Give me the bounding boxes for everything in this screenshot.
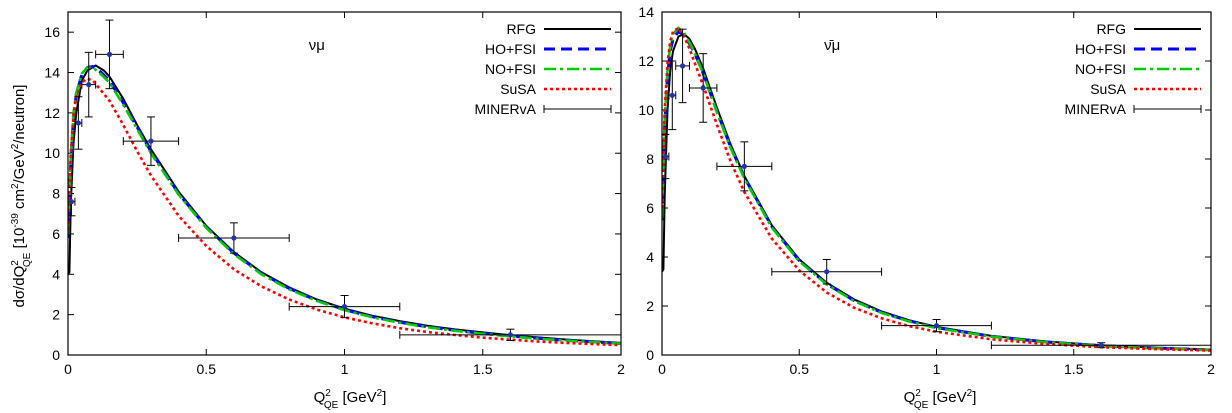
y-tick-label: 4: [646, 249, 654, 265]
y-tick-label: 2: [52, 307, 60, 323]
x-tick-label: 1.5: [473, 361, 493, 377]
data-point: [75, 120, 81, 126]
x-tick-label: 1: [341, 361, 349, 377]
series-line-susa: [68, 77, 621, 347]
y-axis-label: dσ/dQ2QE [10-39 cm2/GeV2/neutron]: [10, 85, 33, 308]
legend-label: NO+FSI: [1075, 61, 1126, 77]
x-tick-label: 0.5: [197, 361, 217, 377]
legend-label: HO+FSI: [1075, 41, 1126, 57]
y-tick-label: 6: [52, 226, 60, 242]
legend-label: RFG: [1096, 21, 1126, 37]
plot-annotation: νμ: [309, 37, 325, 54]
data-point: [741, 163, 747, 169]
y-tick-label: 10: [44, 145, 60, 161]
x-tick-label: 2: [617, 361, 625, 377]
x-tick-label: 0: [64, 361, 72, 377]
plot-annotation: ν̄μ: [824, 37, 840, 54]
data-point: [679, 63, 686, 69]
data-point: [68, 199, 75, 205]
data-point: [1098, 342, 1104, 348]
data-point: [341, 303, 348, 310]
x-tick-label: 1: [933, 361, 941, 377]
legend-label: SuSA: [1090, 81, 1126, 97]
series-line-ho-fsi: [68, 65, 621, 345]
legend-label: MINERvA: [475, 101, 537, 117]
data-point: [933, 323, 940, 329]
x-tick-label: 2: [1207, 361, 1215, 377]
series-line-no-fsi: [68, 66, 621, 345]
x-axis-label-left: Q2 QE [GeV2]: [314, 388, 387, 411]
legend-label: RFG: [506, 21, 536, 37]
y-tick-label: 10: [638, 102, 654, 118]
x-axis-label-right: Q2 QE [GeV2]: [904, 388, 977, 411]
y-tick-label: 14: [44, 65, 60, 81]
y-tick-label: 6: [646, 200, 654, 216]
data-point: [700, 85, 706, 91]
legend-label: HO+FSI: [485, 41, 536, 57]
y-tick-label: 8: [646, 151, 654, 167]
series-line-susa: [662, 26, 1211, 352]
chart-panel-numubar: 0 0.5 1 1.5 2 0 2 4 6 8 10 12 14 ν̄μ RFG HO+FSI NO+FSI Su…: [638, 4, 1215, 377]
data-point: [231, 235, 237, 241]
x-tick-label: 0: [658, 361, 666, 377]
data-point: [824, 269, 830, 275]
y-tick-label: 8: [52, 186, 60, 202]
chart-panel-numu: 0 0.5 1 1.5 2 0 2 4 6 8 10 12 14 16 νμ RFG HO+FSI NO+FSI S…: [44, 11, 625, 377]
plot-frame: [67, 11, 622, 356]
y-tick-label: 12: [638, 53, 654, 69]
y-tick-label: 14: [638, 4, 654, 20]
y-tick-label: 12: [44, 105, 60, 121]
x-tick-label: 1.5: [1064, 361, 1084, 377]
legend-label: SuSA: [500, 81, 536, 97]
data-point: [148, 138, 154, 144]
data-point: [669, 92, 675, 98]
y-tick-label: 2: [646, 298, 654, 314]
data-point: [86, 82, 92, 88]
y-tick-label: 0: [646, 347, 654, 363]
plot-frame: [661, 11, 1212, 356]
y-tick-label: 0: [52, 347, 60, 363]
data-point: [106, 51, 113, 57]
data-point: [507, 332, 513, 338]
legend-label: MINERvA: [1065, 101, 1127, 117]
legend-label: NO+FSI: [485, 61, 536, 77]
x-tick-label: 0.5: [790, 361, 810, 377]
data-point: [662, 153, 669, 160]
y-tick-label: 4: [52, 266, 60, 282]
y-tick-label: 16: [44, 24, 60, 40]
